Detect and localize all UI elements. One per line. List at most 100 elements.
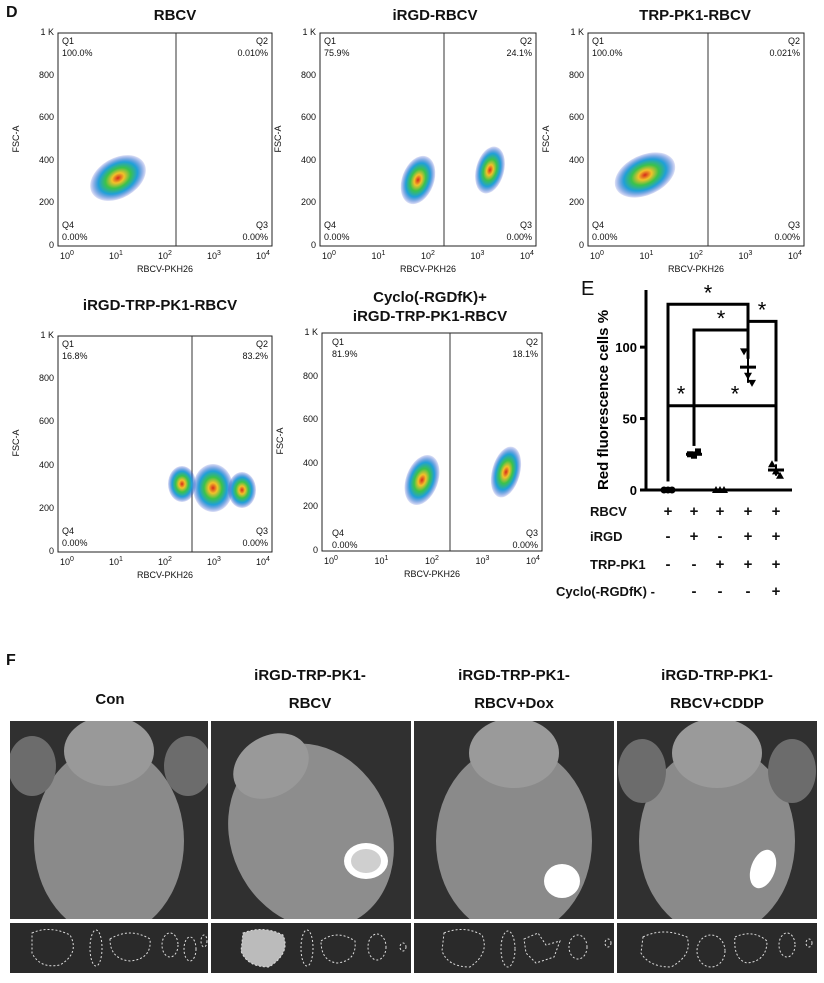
x-tick-label: 101 xyxy=(109,556,123,567)
x-tick-label: 102 xyxy=(689,250,703,261)
plot5-q1: Q1 81.9% xyxy=(332,337,358,359)
treatment-mark: + xyxy=(771,503,781,520)
y-tick-label: 0 xyxy=(630,483,637,498)
x-axis-label: RBCV-PKH26 xyxy=(399,264,457,274)
y-tick-label: 100 xyxy=(615,340,637,355)
flow-plot-4 xyxy=(57,335,273,553)
treatment-mark: - xyxy=(745,583,751,600)
x-axis-label: RBCV-PKH26 xyxy=(403,569,461,579)
treatment-mark: + xyxy=(663,503,673,520)
plot-title-1: RBCV xyxy=(153,7,197,24)
y-tick-label: 0 xyxy=(48,240,54,250)
y-axis-label: FSC-A xyxy=(541,125,551,152)
treatment-mark: + xyxy=(771,556,781,573)
x-tick-label: 102 xyxy=(421,250,435,261)
plot-title-4: iRGD-TRP-PK1-RBCV xyxy=(82,297,238,314)
plot4-q4: Q4 0.00% xyxy=(62,526,88,548)
flow-plot-5 xyxy=(321,332,543,552)
treatment-row-label: Cyclo(-RGDfK) - xyxy=(556,584,655,599)
x-tick-label: 102 xyxy=(425,555,439,566)
y-tick-label: 400 xyxy=(300,154,316,165)
x-tick-label: 104 xyxy=(256,556,270,567)
flow-plot-3 xyxy=(587,32,805,247)
significance-bracket xyxy=(692,328,750,446)
plot-title-3: TRP-PK1-RBCV xyxy=(639,7,751,24)
x-tick-label: 103 xyxy=(738,250,753,261)
col-title-4b: RBCV+CDDP xyxy=(670,695,764,712)
plot-title-2: iRGD-RBCV xyxy=(392,7,478,24)
x-tick-label: 103 xyxy=(207,250,221,261)
y-tick-label: 0 xyxy=(312,545,318,555)
y-axis-label: FSC-A xyxy=(11,125,21,152)
treatment-mark: + xyxy=(743,503,753,520)
plot1-q2: Q2 0.010% xyxy=(237,36,268,58)
y-tick-label: 200 xyxy=(300,197,316,208)
data-point xyxy=(772,467,780,475)
y-tick-label: 400 xyxy=(38,154,54,165)
y-axis-label: FSC-A xyxy=(273,125,283,152)
panel-d-letter: D xyxy=(6,4,18,21)
significance-bracket xyxy=(746,319,778,462)
plot4-q3: Q3 0.00% xyxy=(242,526,268,548)
data-point xyxy=(687,451,693,458)
col-title-con: Con xyxy=(95,691,125,708)
col-title-4a: iRGD-TRP-PK1- xyxy=(661,667,773,684)
significance-star: * xyxy=(717,306,726,331)
data-point xyxy=(720,486,728,493)
treatment-row-label: RBCV xyxy=(590,504,627,519)
data-point xyxy=(768,460,776,468)
significance-star: * xyxy=(731,382,740,407)
treatment-mark: + xyxy=(715,556,725,573)
y-tick-label: 200 xyxy=(38,502,54,513)
x-axis-label: RBCV-PKH26 xyxy=(667,264,725,274)
y-tick-label: 1 K xyxy=(302,27,316,37)
treatment-mark: + xyxy=(689,528,699,545)
plot4-q2: Q2 83.2% xyxy=(242,339,268,361)
treatment-mark: + xyxy=(743,556,753,573)
y-tick-label: 800 xyxy=(302,370,318,381)
plot2-q2: Q2 24.1% xyxy=(506,36,532,58)
organs-con xyxy=(10,923,208,973)
data-point xyxy=(695,448,701,455)
x-axis-label: RBCV-PKH26 xyxy=(136,264,194,274)
y-tick-label: 800 xyxy=(38,373,54,384)
data-point xyxy=(691,452,697,459)
data-point xyxy=(776,471,784,479)
y-tick-label: 200 xyxy=(568,197,584,208)
y-tick-label: 1 K xyxy=(40,27,54,37)
y-tick-label: 200 xyxy=(302,501,318,512)
y-tick-label: 600 xyxy=(302,414,318,425)
plot1-q1: Q1 100.0% xyxy=(62,36,93,58)
plot5-q3: Q3 0.00% xyxy=(512,528,538,550)
x-tick-label: 100 xyxy=(590,250,604,261)
col-title-2a: iRGD-TRP-PK1- xyxy=(254,667,366,684)
flow-cytometry-plots xyxy=(57,32,805,553)
y-tick-label: 400 xyxy=(38,459,54,470)
col-title-3b: RBCV+Dox xyxy=(474,695,554,712)
x-tick-label: 101 xyxy=(109,250,123,261)
y-tick-label: 400 xyxy=(302,457,318,468)
plot-title-5a: Cyclo(-RGDfK)+ xyxy=(373,289,487,306)
significance-star: * xyxy=(677,382,686,407)
y-tick-label: 200 xyxy=(38,197,54,208)
x-tick-label: 102 xyxy=(158,250,172,261)
y-axis-label: Red fluorescence cells % xyxy=(595,310,612,490)
data-point xyxy=(748,379,756,387)
y-tick-label: 0 xyxy=(310,240,316,250)
plot-title-5b: iRGD-TRP-PK1-RBCV xyxy=(352,308,508,325)
plot5-q2: Q2 18.1% xyxy=(512,337,538,359)
x-tick-label: 103 xyxy=(470,250,485,261)
significance-bracket xyxy=(692,404,778,462)
x-tick-label: 104 xyxy=(256,250,270,261)
treatment-mark: + xyxy=(689,503,699,520)
y-axis-label: FSC-A xyxy=(275,427,285,455)
treatment-mark: - xyxy=(665,528,671,545)
organs-dox xyxy=(414,923,614,973)
plot1-q4: Q4 0.00% xyxy=(62,220,88,242)
y-tick-label: 1 K xyxy=(304,327,318,337)
organs-cddp xyxy=(617,923,817,973)
treatment-mark: - xyxy=(717,583,723,600)
plot1-q3: Q3 0.00% xyxy=(242,220,268,242)
panel-f-letter: F xyxy=(6,652,16,669)
